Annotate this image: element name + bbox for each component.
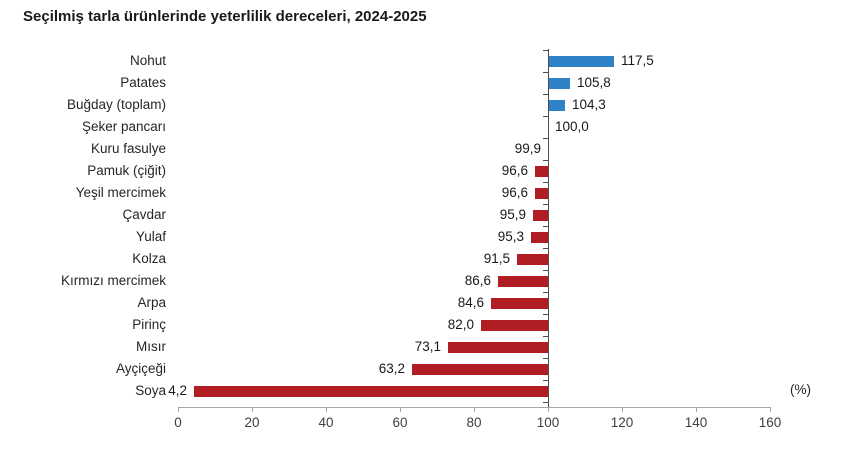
category-axis-tick	[543, 50, 548, 51]
category-label: Patates	[120, 75, 166, 90]
x-axis-tick	[696, 408, 697, 412]
category-axis-tick	[543, 380, 548, 381]
unit-label: (%)	[790, 382, 811, 397]
category-axis-tick	[543, 336, 548, 337]
value-label: 82,0	[447, 317, 474, 332]
x-axis-tick	[400, 408, 401, 412]
bar	[448, 342, 548, 353]
value-label: 63,2	[378, 361, 405, 376]
category-axis-tick	[543, 72, 548, 73]
bar	[535, 188, 548, 199]
category-axis-tick	[543, 204, 548, 205]
value-label: 99,9	[514, 141, 541, 156]
category-label: Kırmızı mercimek	[60, 273, 166, 288]
category-label: Yeşil mercimek	[75, 185, 166, 200]
value-label: 100,0	[555, 119, 589, 134]
x-axis-tick-label: 20	[244, 415, 260, 430]
x-axis-tick-label: 140	[684, 415, 708, 430]
category-label: Arpa	[137, 295, 166, 310]
x-axis-tick	[252, 408, 253, 412]
category-label: Soya	[135, 383, 166, 398]
bar	[194, 386, 548, 397]
bar	[531, 232, 548, 243]
value-label: 117,5	[621, 53, 654, 68]
x-axis-tick-label: 60	[392, 415, 408, 430]
bar	[412, 364, 548, 375]
x-axis-tick-label: 100	[536, 415, 560, 430]
bar	[549, 56, 614, 67]
category-label: Pamuk (çiğit)	[87, 163, 166, 178]
category-axis-tick	[543, 226, 548, 227]
category-axis-tick	[543, 292, 548, 293]
value-label: 86,6	[464, 273, 491, 288]
value-label: 104,3	[572, 97, 606, 112]
category-label: Buğday (toplam)	[66, 97, 166, 112]
value-label: 4,2	[168, 383, 187, 398]
category-label: Kolza	[132, 251, 166, 266]
baseline-100-line	[548, 49, 549, 407]
category-axis-tick	[543, 94, 548, 95]
chart-title: Seçilmiş tarla ürünlerinde yeterlilik de…	[23, 8, 427, 25]
x-axis-tick	[474, 408, 475, 412]
x-axis-tick	[770, 408, 771, 412]
bar	[549, 78, 570, 89]
value-label: 95,3	[497, 229, 524, 244]
category-axis-tick	[543, 138, 548, 139]
category-label: Çavdar	[122, 207, 166, 222]
x-axis-tick	[178, 408, 179, 412]
value-label: 95,9	[499, 207, 526, 222]
x-axis-tick-label: 80	[466, 415, 482, 430]
value-label: 96,6	[501, 185, 528, 200]
category-label: Mısır	[136, 339, 166, 354]
category-axis-tick	[543, 270, 548, 271]
category-axis-tick	[543, 358, 548, 359]
bar	[549, 100, 565, 111]
value-label: 91,5	[483, 251, 510, 266]
bar	[498, 276, 548, 287]
x-axis-tick	[326, 408, 327, 412]
value-label: 96,6	[501, 163, 528, 178]
category-label: Ayçiçeği	[115, 361, 166, 376]
x-axis-tick-label: 160	[758, 415, 782, 430]
x-axis-tick-label: 40	[318, 415, 334, 430]
value-label: 84,6	[457, 295, 484, 310]
category-label: Kuru fasulye	[90, 141, 166, 156]
category-axis-tick	[543, 402, 548, 403]
bar	[517, 254, 548, 265]
category-label: Pirinç	[132, 317, 166, 332]
category-axis-tick	[543, 160, 548, 161]
category-label: Şeker pancarı	[81, 119, 166, 134]
x-axis-tick	[548, 408, 549, 412]
value-label: 105,8	[577, 75, 611, 90]
bar	[535, 166, 548, 177]
value-label: 73,1	[414, 339, 441, 354]
x-axis-tick	[622, 408, 623, 412]
category-axis-tick	[543, 248, 548, 249]
x-axis-tick-label: 0	[174, 415, 182, 430]
category-label: Nohut	[129, 53, 166, 68]
x-axis-tick-label: 120	[610, 415, 634, 430]
bar	[481, 320, 548, 331]
category-axis-tick	[543, 116, 548, 117]
category-axis-tick	[543, 314, 548, 315]
category-label: Yulaf	[135, 229, 166, 244]
x-axis-line	[178, 407, 771, 408]
bar	[491, 298, 548, 309]
category-axis-tick	[543, 182, 548, 183]
bar	[533, 210, 548, 221]
